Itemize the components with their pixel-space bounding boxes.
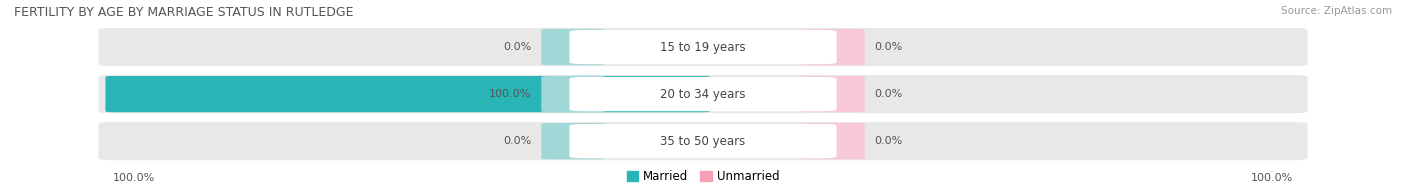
Text: 15 to 19 years: 15 to 19 years xyxy=(661,41,745,54)
FancyBboxPatch shape xyxy=(801,123,865,159)
Text: 0.0%: 0.0% xyxy=(503,42,531,52)
FancyBboxPatch shape xyxy=(541,76,605,112)
Text: 0.0%: 0.0% xyxy=(503,136,531,146)
FancyBboxPatch shape xyxy=(98,122,1308,160)
FancyBboxPatch shape xyxy=(541,29,605,65)
FancyBboxPatch shape xyxy=(541,123,605,159)
FancyBboxPatch shape xyxy=(98,28,1308,66)
Text: 100.0%: 100.0% xyxy=(489,89,531,99)
FancyBboxPatch shape xyxy=(105,76,710,112)
Text: 20 to 34 years: 20 to 34 years xyxy=(661,88,745,101)
Text: 0.0%: 0.0% xyxy=(875,89,903,99)
Text: 0.0%: 0.0% xyxy=(875,42,903,52)
FancyBboxPatch shape xyxy=(98,75,1308,113)
Text: 0.0%: 0.0% xyxy=(875,136,903,146)
FancyBboxPatch shape xyxy=(569,30,837,64)
Text: 100.0%: 100.0% xyxy=(112,173,155,183)
FancyBboxPatch shape xyxy=(569,124,837,158)
Text: FERTILITY BY AGE BY MARRIAGE STATUS IN RUTLEDGE: FERTILITY BY AGE BY MARRIAGE STATUS IN R… xyxy=(14,6,353,19)
Text: 35 to 50 years: 35 to 50 years xyxy=(661,135,745,148)
Text: Source: ZipAtlas.com: Source: ZipAtlas.com xyxy=(1281,6,1392,16)
FancyBboxPatch shape xyxy=(801,29,865,65)
Legend: Married, Unmarried: Married, Unmarried xyxy=(621,166,785,188)
FancyBboxPatch shape xyxy=(801,76,865,112)
Text: 100.0%: 100.0% xyxy=(1251,173,1294,183)
FancyBboxPatch shape xyxy=(569,77,837,111)
